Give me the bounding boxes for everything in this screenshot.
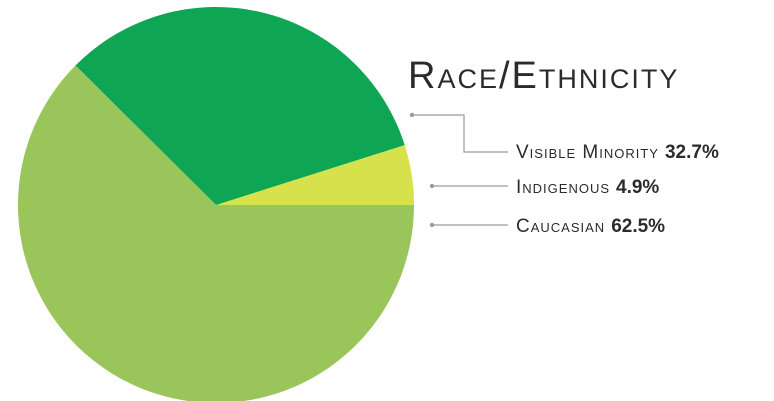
- legend-label: Indigenous: [516, 177, 610, 198]
- legend-label: Caucasian: [516, 216, 605, 237]
- legend-value: 62.5%: [611, 216, 665, 237]
- legend-label: Visible Minority: [516, 142, 659, 163]
- legend: Visible Minority 32.7% Indigenous 4.9% Cau…: [516, 142, 719, 237]
- legend-entry-caucasian: Caucasian 62.5%: [516, 216, 665, 237]
- leader-line-visible-minority: [412, 114, 508, 153]
- legend-entry-visible-minority: Visible Minority 32.7%: [516, 142, 719, 163]
- chart-title: Race/Ethnicity: [408, 55, 679, 97]
- pie-slices: [18, 6, 414, 401]
- leader-lines: [409, 112, 508, 228]
- legend-value: 32.7%: [665, 142, 719, 163]
- pie-slice-visible-minority: [75, 6, 405, 206]
- pie-slice-indigenous: [216, 145, 414, 205]
- legend-entry-indigenous: Indigenous 4.9%: [516, 177, 659, 198]
- legend-value: 4.9%: [616, 177, 659, 198]
- pie-slice-caucasian: [18, 65, 414, 401]
